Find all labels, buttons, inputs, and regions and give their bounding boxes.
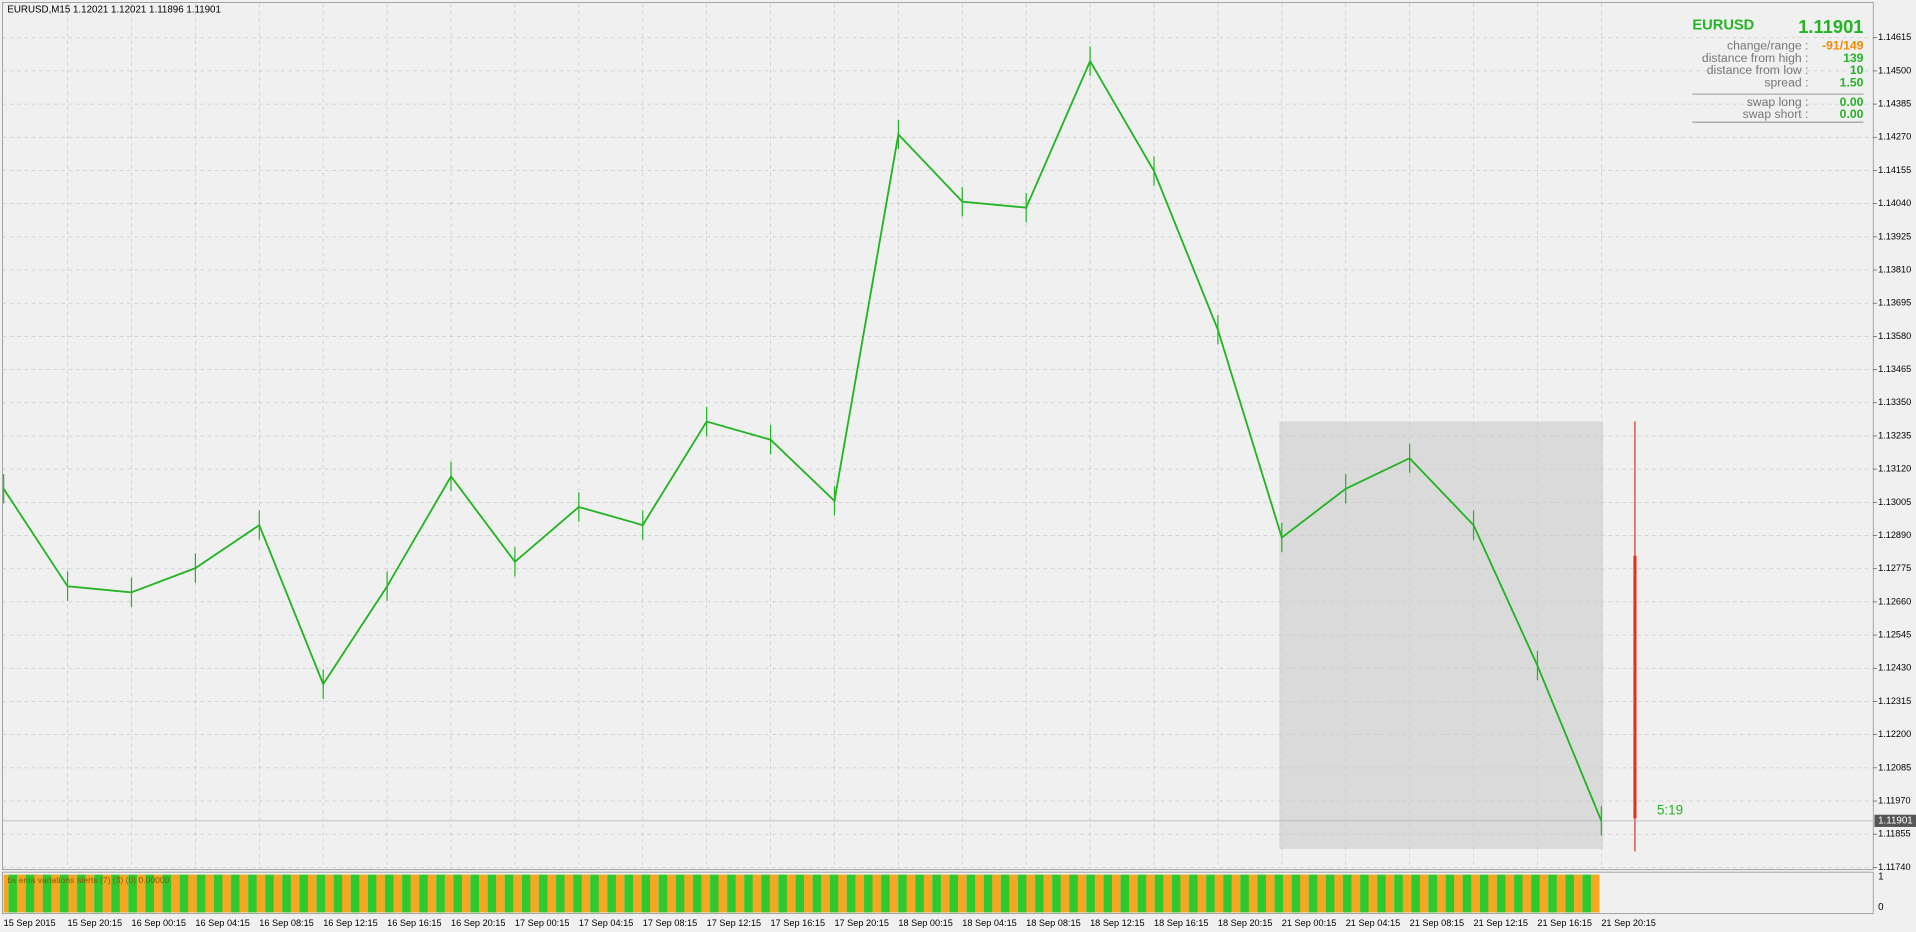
info-value: 139	[1843, 51, 1864, 65]
y-tick-label: 1.12085	[1878, 762, 1911, 772]
x-tick-label: 16 Sep 08:15	[259, 918, 313, 928]
y-tick-label: 1.14155	[1878, 165, 1911, 175]
x-tick-label: 17 Sep 20:15	[834, 918, 888, 928]
info-label: distance from low :	[1707, 63, 1809, 77]
x-tick-label: 21 Sep 12:15	[1474, 918, 1528, 928]
x-tick-label: 18 Sep 16:15	[1154, 918, 1208, 928]
y-tick-label: 1.12430	[1878, 663, 1911, 673]
y-tick-label: 1.11740	[1878, 862, 1910, 872]
info-label: change/range :	[1727, 39, 1808, 53]
y-tick-label: 1.13810	[1878, 264, 1911, 274]
x-tick-label: 21 Sep 08:15	[1410, 918, 1464, 928]
x-tick-label: 16 Sep 04:15	[195, 918, 249, 928]
x-tick-label: 17 Sep 00:15	[515, 918, 569, 928]
info-label: spread :	[1764, 75, 1808, 89]
y-tick-label: 1.12545	[1878, 630, 1911, 640]
x-tick-label: 21 Sep 20:15	[1601, 918, 1655, 928]
info-label: distance from high :	[1702, 51, 1809, 65]
x-tick-label: 16 Sep 20:15	[451, 918, 505, 928]
info-value: 1.50	[1840, 75, 1864, 89]
y-tick-label: 1.11970	[1878, 795, 1910, 805]
x-tick-label: 18 Sep 08:15	[1026, 918, 1080, 928]
x-tick-label: 18 Sep 20:15	[1218, 918, 1272, 928]
y-tick-label: 1.13235	[1878, 430, 1911, 440]
x-tick-label: 18 Sep 04:15	[962, 918, 1016, 928]
x-tick-label: 17 Sep 12:15	[707, 918, 761, 928]
y-tick-label: 1.12775	[1878, 563, 1911, 573]
y-tick-label: 1.14385	[1878, 99, 1911, 109]
x-tick-label: 18 Sep 12:15	[1090, 918, 1144, 928]
y-tick-label: 1.13465	[1878, 364, 1911, 374]
x-tick-label: 18 Sep 00:15	[898, 918, 952, 928]
info-value: 0.00	[1840, 107, 1864, 121]
x-tick-label: 21 Sep 00:15	[1282, 918, 1336, 928]
x-tick-label: 21 Sep 16:15	[1537, 918, 1591, 928]
info-value: 0.00	[1840, 95, 1864, 109]
x-tick-label: 21 Sep 04:15	[1346, 918, 1400, 928]
indicator-histogram	[3, 874, 1600, 913]
info-label: swap long :	[1747, 95, 1809, 109]
y-tick-label: 1.11855	[1878, 829, 1910, 839]
header-title: EURUSD,M15 1.12021 1.12021 1.11896 1.119…	[7, 4, 221, 15]
info-value: -91/149	[1822, 39, 1864, 53]
y-tick-label: 1.13580	[1878, 331, 1911, 341]
y-tick-label: 1.13925	[1878, 231, 1911, 241]
y-tick-label: 1.13695	[1878, 298, 1911, 308]
subwindow-tick: 0	[1878, 902, 1884, 913]
x-tick-label: 17 Sep 04:15	[579, 918, 633, 928]
indicator-label: bs ema variations alerts (7) (3) (0) 0.0…	[7, 875, 169, 885]
x-tick-label: 16 Sep 12:15	[323, 918, 377, 928]
x-tick-label: 15 Sep 2015	[4, 918, 56, 928]
y-tick-label: 1.12890	[1878, 530, 1911, 540]
y-tick-label: 1.14500	[1878, 65, 1911, 75]
y-tick-label: 1.12660	[1878, 596, 1911, 606]
info-value: 10	[1850, 63, 1864, 77]
x-tick-label: 15 Sep 20:15	[68, 918, 122, 928]
info-symbol: EURUSD	[1692, 18, 1754, 34]
price-tag-bg	[1874, 814, 1916, 827]
y-tick-label: 1.14270	[1878, 132, 1911, 142]
y-tick-label: 1.13005	[1878, 497, 1911, 507]
x-tick-label: 17 Sep 08:15	[643, 918, 697, 928]
y-tick-label: 1.14615	[1878, 32, 1911, 42]
x-tick-label: 17 Sep 16:15	[771, 918, 825, 928]
y-tick-label: 1.13120	[1878, 464, 1911, 474]
x-tick-label: 16 Sep 16:15	[387, 918, 441, 928]
y-tick-label: 1.14040	[1878, 198, 1911, 208]
y-tick-label: 1.13350	[1878, 397, 1911, 407]
price-line-series	[2, 59, 1603, 822]
y-tick-label: 1.12315	[1878, 696, 1911, 706]
x-tick-label: 16 Sep 00:15	[131, 918, 185, 928]
price-tag: 1.11901	[1878, 815, 1913, 826]
y-tick-label: 1.12200	[1878, 729, 1911, 739]
info-price: 1.11901	[1798, 16, 1863, 37]
info-label: swap short :	[1743, 107, 1809, 121]
subwindow-tick: 1	[1878, 872, 1883, 883]
timer: 5:19	[1657, 803, 1683, 818]
